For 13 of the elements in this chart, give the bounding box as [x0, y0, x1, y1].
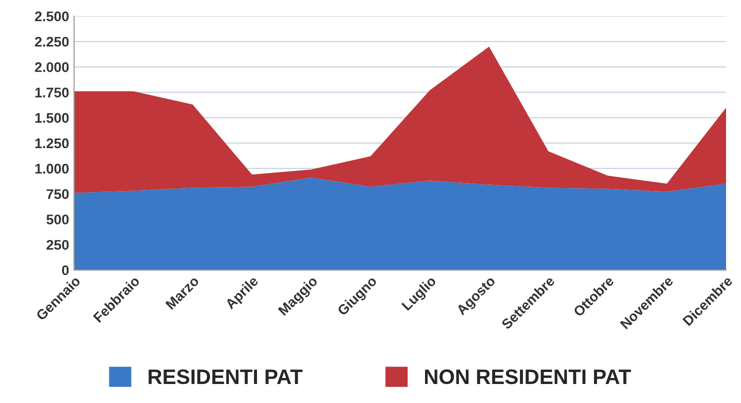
y-tick-label: 1.250	[35, 138, 69, 148]
y-tick-label: 500	[46, 214, 69, 224]
y-tick-label: 250	[46, 240, 69, 250]
y-tick-label: 1.500	[35, 113, 69, 123]
legend-label: RESIDENTI PAT	[148, 369, 303, 384]
y-tick-label: 2.000	[34, 62, 69, 72]
y-tick-label: 2.500	[34, 11, 69, 22]
y-tick-label: 0	[62, 265, 69, 276]
y-tick-label: 750	[46, 189, 69, 200]
y-tick-label: 1.000	[35, 164, 69, 174]
y-tick-label: 1.750	[35, 88, 69, 98]
y-tick-label: 2.250	[34, 36, 69, 47]
legend-label: NON RESIDENTI PAT	[425, 369, 631, 384]
